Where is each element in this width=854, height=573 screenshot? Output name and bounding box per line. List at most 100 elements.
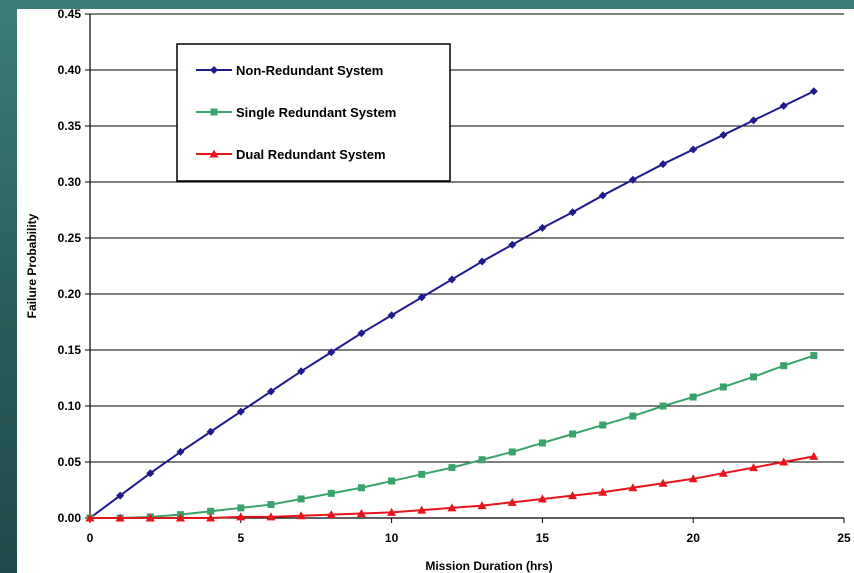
data-point [387,507,397,516]
y-tick-label: 0.20 [58,287,82,301]
data-point [718,468,728,477]
data-point [146,469,155,478]
data-point [749,463,759,472]
data-point [659,402,667,410]
x-tick-label: 20 [687,531,701,545]
data-point [568,208,577,217]
data-point [236,407,245,416]
x-tick-label: 10 [385,531,399,545]
data-point [357,484,365,492]
data-point [508,240,517,249]
data-point [568,491,578,500]
data-point [538,439,546,447]
data-point [417,293,426,302]
data-point [356,509,366,518]
data-point [508,448,516,456]
data-point [145,513,155,522]
series-triangle [85,451,819,522]
x-tick-label: 0 [87,531,94,545]
y-tick-label: 0.10 [58,399,82,413]
x-tick-label: 25 [837,531,851,545]
data-point [537,494,547,503]
data-point [598,191,607,200]
legend-label: Dual Redundant System [236,147,386,162]
data-point [447,275,456,284]
data-point [477,501,487,510]
data-point [628,483,638,492]
data-point [779,101,788,110]
data-point [116,491,125,500]
line-chart: 0.00 0.05 0.10 0.15 0.20 0.25 0.30 0.35 0.40 0.45… [25,9,851,573]
data-point [207,507,215,515]
data-point [297,367,306,376]
data-point [327,348,336,357]
data-point [719,130,728,139]
data-point [688,474,698,483]
legend-label: Non-Redundant System [236,63,383,78]
data-point [115,513,125,522]
data-point [507,497,517,506]
data-point [810,352,818,360]
x-tick-label: 5 [237,531,244,545]
data-point [478,456,486,464]
data-point [175,513,185,522]
data-point [237,504,245,512]
series-square [86,352,818,522]
y-tick-label: 0.05 [58,455,82,469]
data-point [447,503,457,512]
data-point [267,501,275,509]
data-point [417,505,427,514]
data-point [296,511,306,520]
data-point [780,362,788,370]
data-point [478,257,487,266]
data-point [326,510,336,519]
data-point [357,329,366,338]
y-tick-label: 0.25 [58,231,82,245]
data-point [689,393,697,401]
y-tick-label: 0.45 [58,9,82,21]
data-point [598,487,608,496]
legend-swatch-marker [209,149,219,158]
data-point [658,478,668,487]
data-point [750,373,758,381]
data-point [85,513,95,522]
data-point [266,512,276,521]
data-point [236,512,246,521]
data-point [388,477,396,485]
y-tick-label: 0.40 [58,63,82,77]
legend: Non-Redundant System Single Redundant Sys… [176,43,451,182]
y-tick-label: 0.35 [58,119,82,133]
data-point [809,451,819,460]
y-tick-label: 0.00 [58,511,82,525]
data-point [659,160,668,169]
data-point [628,175,637,184]
data-point [387,311,396,320]
chart-panel: 0.00 0.05 0.10 0.15 0.20 0.25 0.30 0.35 0.40 0.45… [17,9,854,573]
series-line [90,354,815,519]
data-point [327,489,335,497]
data-point [629,412,637,420]
x-axis-title: Mission Duration (hrs) [425,559,552,573]
data-point [779,457,789,466]
data-point [689,145,698,154]
data-point [719,383,727,391]
data-point [206,427,215,436]
series-lines [85,87,819,522]
data-point [448,464,456,472]
legend-swatch-marker [210,66,218,74]
data-point [176,447,185,456]
x-tick-label: 15 [536,531,550,545]
data-point [809,87,818,96]
x-tick-labels: 0 5 10 15 20 25 [87,531,851,545]
data-point [418,470,426,478]
series-diamond [86,87,818,522]
data-point [599,421,607,429]
y-axis-title: Failure Probability [25,213,39,318]
data-point [749,116,758,125]
data-point [569,430,577,438]
legend-swatch-marker [210,108,218,116]
data-point [538,223,547,232]
data-point [297,495,305,503]
legend-label: Single Redundant System [236,105,396,120]
